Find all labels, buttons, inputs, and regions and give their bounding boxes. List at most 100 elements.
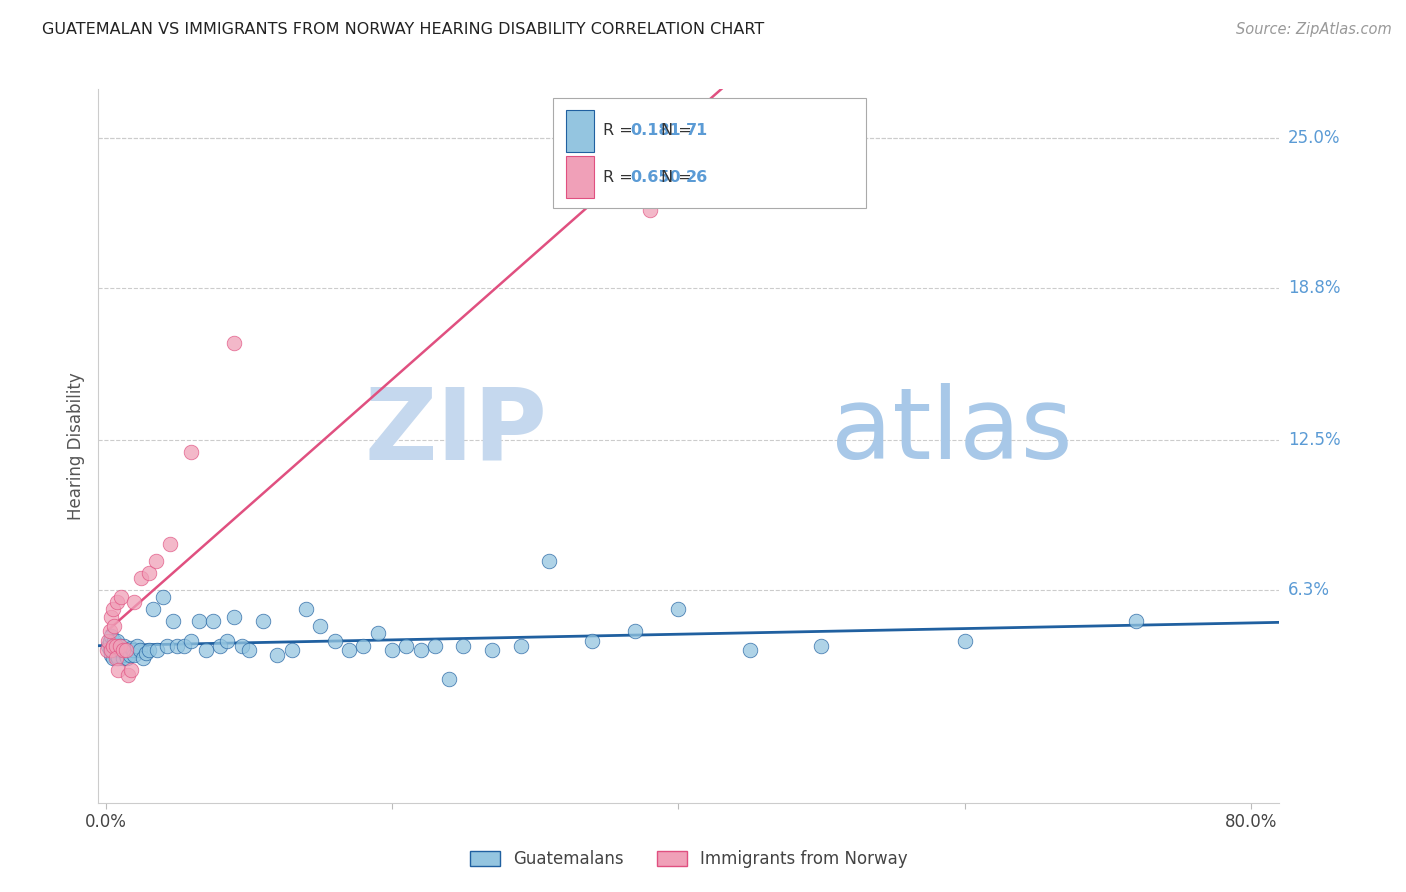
Point <box>125 639 148 653</box>
Point <box>122 595 145 609</box>
Point <box>110 590 132 604</box>
Point <box>187 615 209 629</box>
Point <box>180 445 202 459</box>
Point <box>352 639 374 653</box>
Point <box>117 667 139 681</box>
Point <box>217 633 239 648</box>
Point <box>103 639 125 653</box>
Point <box>238 643 260 657</box>
Text: 0.181: 0.181 <box>630 123 681 138</box>
Point <box>112 639 135 653</box>
Point <box>108 639 131 653</box>
Point <box>231 639 253 653</box>
Point <box>122 648 145 663</box>
Point <box>166 639 188 653</box>
Point <box>104 643 127 657</box>
Point <box>101 643 124 657</box>
Point <box>810 639 832 653</box>
Point <box>118 648 141 663</box>
Point <box>135 646 157 660</box>
Point <box>437 673 460 687</box>
Point <box>104 648 127 663</box>
Point <box>131 571 153 585</box>
Point <box>117 643 139 657</box>
Text: 26: 26 <box>686 169 709 185</box>
Text: ZIP: ZIP <box>364 384 547 480</box>
Text: atlas: atlas <box>831 384 1073 480</box>
Point <box>295 602 318 616</box>
Bar <box>565 156 593 198</box>
Text: R =: R = <box>603 169 638 185</box>
Point <box>953 633 976 648</box>
Point <box>381 643 404 657</box>
Point <box>115 650 138 665</box>
Point <box>111 650 134 665</box>
Point <box>209 639 232 653</box>
Point <box>638 203 661 218</box>
Text: N =: N = <box>661 123 697 138</box>
Point <box>107 663 129 677</box>
Point <box>100 629 122 643</box>
Point <box>666 602 689 616</box>
Point <box>201 615 224 629</box>
Point <box>129 643 152 657</box>
Point <box>103 619 125 633</box>
Text: 6.3%: 6.3% <box>1288 581 1330 599</box>
Point <box>103 633 125 648</box>
Point <box>194 643 217 657</box>
Point <box>138 566 160 580</box>
Point <box>624 624 647 638</box>
Point <box>108 639 131 653</box>
Point <box>252 615 274 629</box>
Point <box>145 554 167 568</box>
Point <box>100 643 122 657</box>
Point <box>280 643 302 657</box>
Text: 25.0%: 25.0% <box>1288 128 1340 146</box>
Point <box>453 639 475 653</box>
Point <box>266 648 288 663</box>
Point <box>173 639 195 653</box>
Text: Source: ZipAtlas.com: Source: ZipAtlas.com <box>1236 22 1392 37</box>
Point <box>423 639 446 653</box>
Point <box>100 609 122 624</box>
Point <box>96 643 118 657</box>
Point <box>104 650 127 665</box>
Point <box>138 643 160 657</box>
Text: R =: R = <box>603 123 638 138</box>
Point <box>581 633 603 648</box>
Point <box>98 624 121 638</box>
Point <box>132 650 155 665</box>
Point <box>323 633 346 648</box>
Point <box>104 639 127 653</box>
Text: 18.8%: 18.8% <box>1288 278 1340 296</box>
Point <box>101 602 124 616</box>
Legend: Guatemalans, Immigrants from Norway: Guatemalans, Immigrants from Norway <box>461 842 917 877</box>
Text: 71: 71 <box>686 123 709 138</box>
Point <box>538 554 561 568</box>
Point <box>98 633 121 648</box>
Point <box>105 595 128 609</box>
Point <box>97 639 120 653</box>
Point <box>367 626 389 640</box>
Point <box>98 643 121 657</box>
Point <box>120 663 142 677</box>
Point <box>152 590 174 604</box>
Point <box>97 633 120 648</box>
Point <box>156 639 179 653</box>
Point <box>738 643 761 657</box>
Y-axis label: Hearing Disability: Hearing Disability <box>67 372 86 520</box>
Point <box>395 639 418 653</box>
Bar <box>553 98 866 209</box>
Point <box>481 643 503 657</box>
Point <box>107 650 129 665</box>
Point <box>101 650 124 665</box>
Point <box>409 643 432 657</box>
Text: GUATEMALAN VS IMMIGRANTS FROM NORWAY HEARING DISABILITY CORRELATION CHART: GUATEMALAN VS IMMIGRANTS FROM NORWAY HEA… <box>42 22 765 37</box>
Point <box>162 615 184 629</box>
Point <box>142 602 165 616</box>
Point <box>309 619 332 633</box>
Point <box>105 633 128 648</box>
Point <box>180 633 202 648</box>
Point <box>108 643 131 657</box>
Point <box>114 648 136 663</box>
